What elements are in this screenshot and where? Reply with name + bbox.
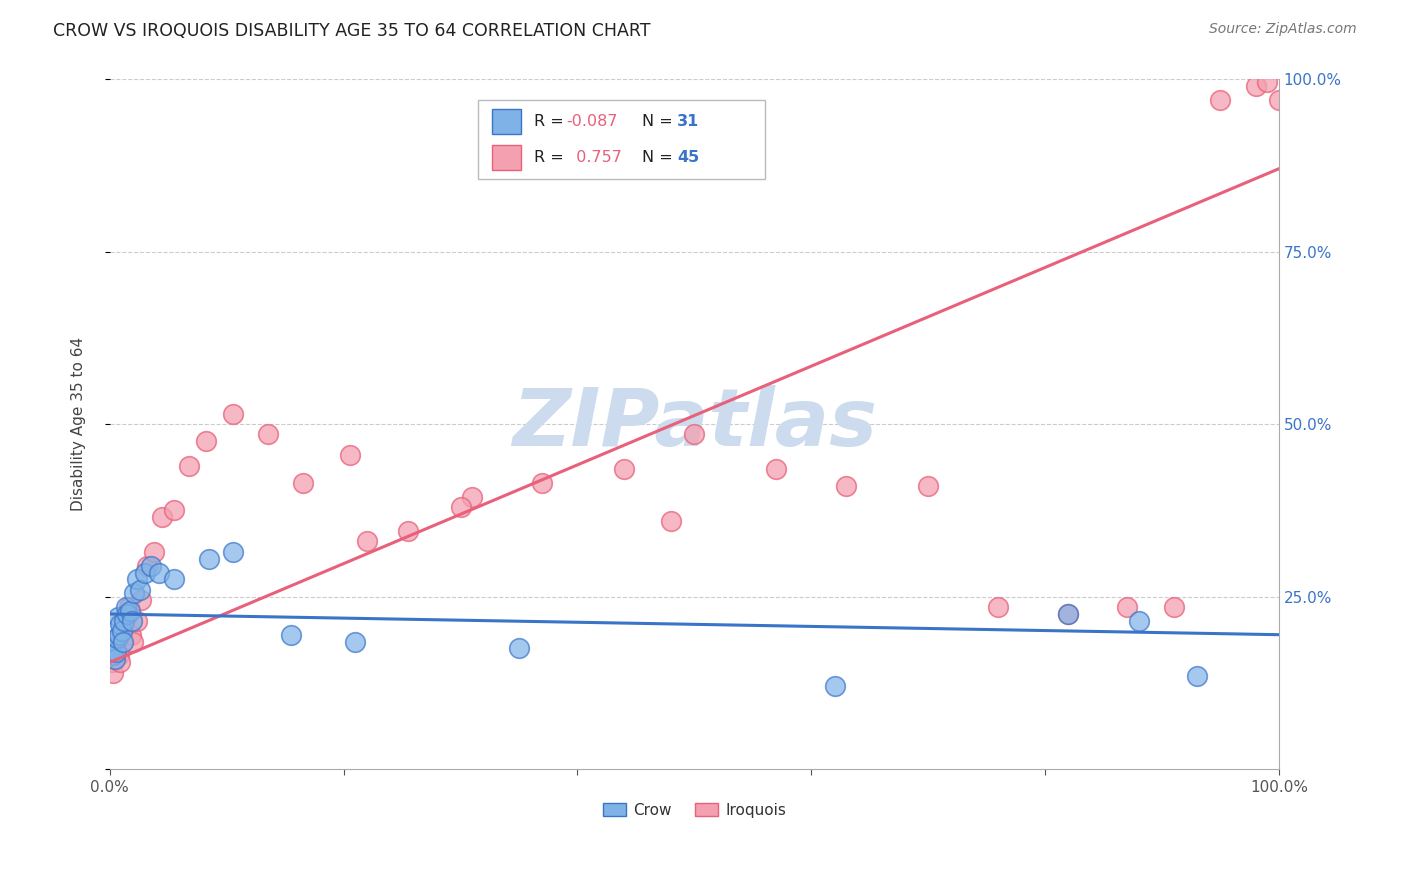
Bar: [492, 145, 522, 170]
Point: [1116, 600, 1139, 615]
Point: [117, 600, 139, 615]
Point: [104, 645, 127, 659]
Point: [117, 607, 139, 621]
Point: [103, 652, 125, 666]
Point: [683, 427, 706, 442]
Point: [1057, 607, 1080, 621]
Point: [450, 500, 472, 514]
Point: [835, 479, 858, 493]
Point: [256, 427, 278, 442]
Point: [104, 641, 127, 656]
Point: [1057, 607, 1080, 621]
Text: 45: 45: [676, 150, 699, 165]
Text: 0.757: 0.757: [565, 150, 621, 165]
Point: [1128, 614, 1150, 628]
FancyBboxPatch shape: [478, 100, 765, 179]
Point: [101, 641, 124, 656]
Point: [163, 503, 186, 517]
Text: 31: 31: [676, 114, 699, 129]
Point: [125, 614, 148, 628]
Point: [280, 628, 302, 642]
Bar: [492, 110, 522, 135]
Point: [125, 573, 148, 587]
Point: [110, 624, 132, 639]
Point: [659, 514, 682, 528]
Point: [1244, 78, 1267, 93]
Point: [765, 462, 787, 476]
Point: [508, 641, 530, 656]
Point: [1163, 600, 1185, 615]
Point: [110, 624, 132, 639]
Point: [108, 648, 131, 663]
Point: [139, 558, 162, 573]
Point: [108, 628, 131, 642]
Point: [824, 680, 846, 694]
Point: [917, 479, 939, 493]
Point: [152, 510, 174, 524]
Point: [356, 534, 378, 549]
Point: [143, 545, 166, 559]
Point: [115, 600, 138, 615]
Y-axis label: Disability Age 35 to 64: Disability Age 35 to 64: [72, 337, 86, 511]
Point: [291, 475, 314, 490]
Text: N =: N =: [641, 150, 678, 165]
Point: [194, 434, 217, 449]
Legend: Crow, Iroquois: Crow, Iroquois: [596, 797, 792, 824]
Point: [115, 610, 138, 624]
Point: [339, 448, 361, 462]
Point: [103, 652, 125, 666]
Text: CROW VS IROQUOIS DISABILITY AGE 35 TO 64 CORRELATION CHART: CROW VS IROQUOIS DISABILITY AGE 35 TO 64…: [53, 22, 651, 40]
Point: [1209, 93, 1232, 107]
Point: [101, 655, 124, 669]
Point: [198, 551, 221, 566]
Text: Source: ZipAtlas.com: Source: ZipAtlas.com: [1209, 22, 1357, 37]
Text: N =: N =: [641, 114, 678, 129]
Point: [148, 566, 170, 580]
Point: [396, 524, 419, 538]
Point: [105, 631, 128, 645]
Point: [344, 634, 367, 648]
Point: [163, 573, 186, 587]
Text: R =: R =: [534, 150, 569, 165]
Point: [103, 648, 125, 663]
Point: [121, 614, 143, 628]
Point: [118, 603, 141, 617]
Point: [1185, 669, 1208, 683]
Point: [221, 545, 243, 559]
Point: [461, 490, 484, 504]
Point: [531, 475, 554, 490]
Point: [120, 628, 142, 642]
Point: [111, 634, 134, 648]
Point: [131, 593, 153, 607]
Point: [134, 566, 156, 580]
Point: [124, 586, 146, 600]
Point: [1256, 75, 1278, 89]
Point: [110, 617, 132, 632]
Point: [129, 582, 152, 597]
Point: [110, 655, 132, 669]
Point: [1268, 93, 1291, 107]
Point: [112, 614, 135, 628]
Point: [122, 634, 145, 648]
Text: R =: R =: [534, 114, 569, 129]
Point: [107, 631, 129, 645]
Point: [179, 458, 201, 473]
Point: [112, 617, 135, 632]
Point: [221, 407, 243, 421]
Text: -0.087: -0.087: [565, 114, 617, 129]
Text: ZIPatlas: ZIPatlas: [512, 385, 877, 463]
Point: [136, 558, 159, 573]
Point: [613, 462, 636, 476]
Point: [107, 610, 129, 624]
Point: [105, 634, 128, 648]
Point: [987, 600, 1010, 615]
Point: [103, 665, 125, 680]
